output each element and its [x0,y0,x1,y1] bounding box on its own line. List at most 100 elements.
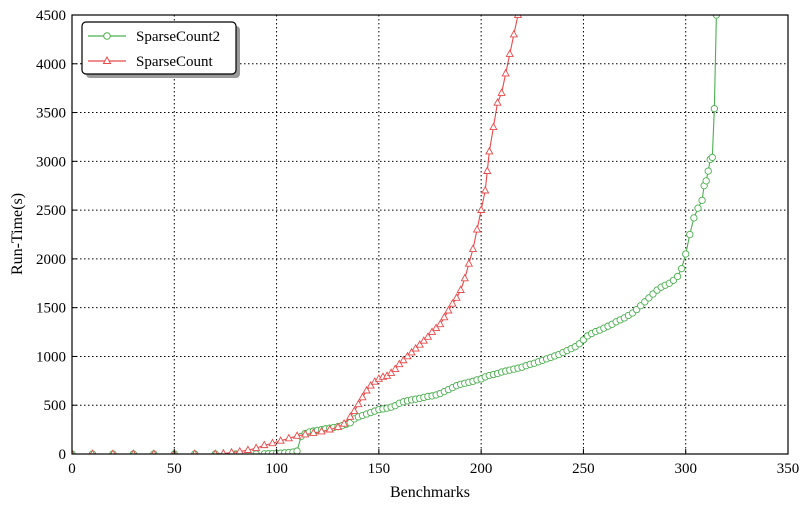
y-tick-label: 3000 [36,154,66,170]
y-tick-label: 3500 [36,106,66,122]
data-point-sparsecount2 [673,272,682,281]
data-point-sparsecount [427,327,437,335]
data-point-sparsecount [268,438,277,447]
data-point-sparsecount [403,351,412,360]
data-point-sparsecount [260,440,269,449]
legend-marker-sparsecount [102,55,112,64]
y-tick-label: 1500 [36,301,66,317]
data-point-sparsecount [220,448,227,454]
data-point-sparsecount2 [677,264,686,273]
data-point-sparsecount [354,399,363,408]
data-point-sparsecount2 [682,250,690,258]
x-tick-label: 100 [265,461,288,477]
data-point-sparsecount2 [686,230,694,239]
y-axis-title: Run-Time(s) [9,193,26,275]
ticks: 0 50 100 150 200 250 300 3500500100015002000250… [36,8,799,477]
data-point-sparsecount2 [702,177,710,185]
x-tick-label: 250 [572,461,595,477]
data-point-sparsecount [110,449,116,454]
data-point-sparsecount [366,380,375,389]
data-point-sparsecount [501,68,510,77]
data-point-sparsecount [436,319,445,328]
data-point-sparsecount [423,332,433,340]
data-point-sparsecount [301,429,310,438]
legend-label-sparsecount: SparseCount [136,54,213,70]
x-tick-label: 0 [68,461,76,477]
data-point-sparsecount [472,224,482,233]
data-point-sparsecount2 [293,447,301,454]
data-point-sparsecount [228,447,235,454]
data-point-sparsecount [483,166,492,174]
y-tick-label: 0 [59,447,67,463]
data-point-sparsecount [485,146,494,155]
data-point-sparsecount [309,428,318,436]
data-point-sparsecount [317,426,326,435]
data-point-sparsecount [415,340,424,348]
data-point-sparsecount [358,392,367,401]
x-tick-label: 350 [777,461,800,477]
data-point-sparsecount [407,347,416,356]
x-tick-label: 300 [674,461,697,477]
data-point-sparsecount [489,122,498,131]
y-tick-label: 500 [44,398,67,414]
x-tick-label: 200 [470,461,493,477]
y-tick-label: 4000 [36,57,66,73]
y-tick-label: 4500 [36,8,66,24]
data-point-sparsecount [391,364,400,372]
data-point-sparsecount2 [698,196,706,205]
series-layer [72,15,721,454]
data-point-sparsecount [509,29,519,38]
data-point-sparsecount [411,343,420,352]
data-point-sparsecount [339,419,349,427]
y-tick-label: 1000 [36,349,66,365]
data-point-sparsecount [460,273,469,282]
legend-marker-sparsecount2 [103,32,111,40]
legend-label-sparsecount2: SparseCount2 [136,29,220,45]
data-point-sparsecount [276,436,285,444]
data-point-sparsecount [444,305,453,314]
x-tick-label: 50 [167,461,182,477]
data-point-sparsecount [350,406,359,414]
data-point-sparsecount2 [694,204,702,212]
data-point-sparsecount [481,185,490,194]
data-point-sparsecount [386,368,396,376]
y-tick-label: 2500 [36,203,66,219]
data-point-sparsecount [395,359,404,368]
x-axis-title: Benchmarks [390,484,470,501]
data-point-sparsecount [292,431,302,439]
data-point-sparsecount [448,299,457,307]
data-point-sparsecount [362,385,371,394]
plot-frame [71,14,789,455]
data-point-sparsecount [284,433,294,442]
data-point-sparsecount [497,88,506,96]
legend: SparseCount2 SparseCount [81,21,240,78]
grid [72,15,788,454]
data-point-sparsecount [456,285,465,293]
data-point-sparsecount [325,424,334,433]
data-point-sparsecount [212,449,218,454]
data-point-sparsecount [192,449,198,454]
data-point-sparsecount [476,205,486,213]
data-point-sparsecount [243,445,253,453]
data-point-sparsecount [513,15,523,18]
data-point-sparsecount [440,312,449,321]
data-point-sparsecount [333,422,343,431]
data-point-sparsecount [505,49,514,57]
plot-area [72,15,788,454]
data-point-sparsecount [419,336,429,344]
data-point-sparsecount [130,449,136,454]
data-point-sparsecount2 [710,105,719,113]
data-point-sparsecount2 [704,167,712,175]
data-point-sparsecount [346,412,355,420]
data-point-sparsecount [399,355,408,364]
data-point-sparsecount [431,323,441,332]
data-point-sparsecount [89,449,96,454]
data-point-sparsecount [464,259,474,267]
x-tick-label: 150 [368,461,391,477]
data-point-sparsecount [151,449,157,454]
data-point-sparsecount [251,443,261,451]
y-tick-label: 2000 [36,252,66,268]
data-point-sparsecount2 [708,153,716,162]
